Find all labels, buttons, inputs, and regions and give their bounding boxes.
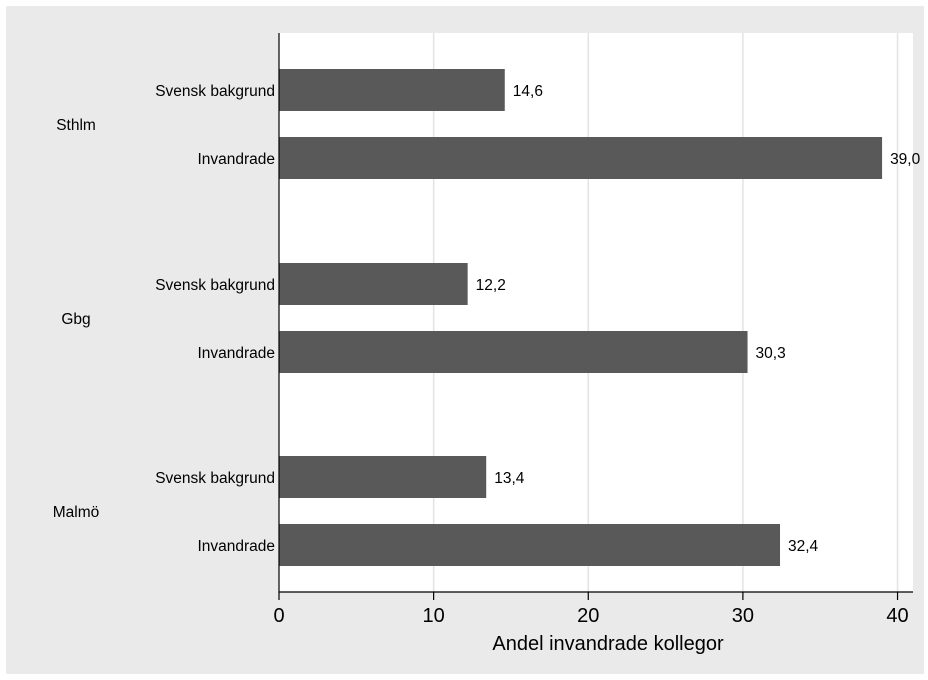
- x-tick-label: 20: [577, 605, 599, 627]
- category-label: Invandrade: [197, 151, 275, 168]
- category-label: Svensk bakgrund: [155, 277, 275, 294]
- category-label: Svensk bakgrund: [155, 83, 275, 100]
- value-label: 14,6: [513, 83, 543, 100]
- x-tick-label: 40: [886, 605, 908, 627]
- bar-chart: Sthlm Svensk bakgrund 14,6 Invandrade 39,0 Gb…: [53, 33, 921, 655]
- x-tick-label: 10: [423, 605, 445, 627]
- value-label: 12,2: [476, 277, 506, 294]
- bars: Sthlm Svensk bakgrund 14,6 Invandrade 39,0 Gb…: [53, 69, 921, 566]
- category-label: Invandrade: [197, 538, 275, 555]
- value-label: 13,4: [494, 470, 525, 487]
- plot-area: [279, 33, 913, 592]
- value-label: 32,4: [788, 538, 819, 555]
- gridlines: [432, 33, 899, 592]
- bar: [279, 137, 883, 179]
- axes: 0 10 20 30 40: [273, 33, 913, 627]
- value-label: 30,3: [756, 345, 786, 362]
- group-label: Malmö: [53, 504, 100, 521]
- category-label: Invandrade: [197, 345, 275, 362]
- bar: [279, 69, 505, 111]
- bar: [279, 263, 468, 305]
- x-axis-title: Andel invandrade kollegor: [492, 633, 724, 655]
- chart-frame: Sthlm Svensk bakgrund 14,6 Invandrade 39,0 Gb…: [6, 6, 924, 674]
- bar: [279, 331, 748, 373]
- group-label: Sthlm: [56, 117, 96, 134]
- x-tick-label: 30: [732, 605, 754, 627]
- category-label: Svensk bakgrund: [155, 470, 275, 487]
- bar: [279, 524, 781, 566]
- x-tick-label: 0: [273, 605, 284, 627]
- value-label: 39,0: [890, 151, 921, 168]
- group-label: Gbg: [61, 311, 90, 328]
- bar: [279, 456, 487, 498]
